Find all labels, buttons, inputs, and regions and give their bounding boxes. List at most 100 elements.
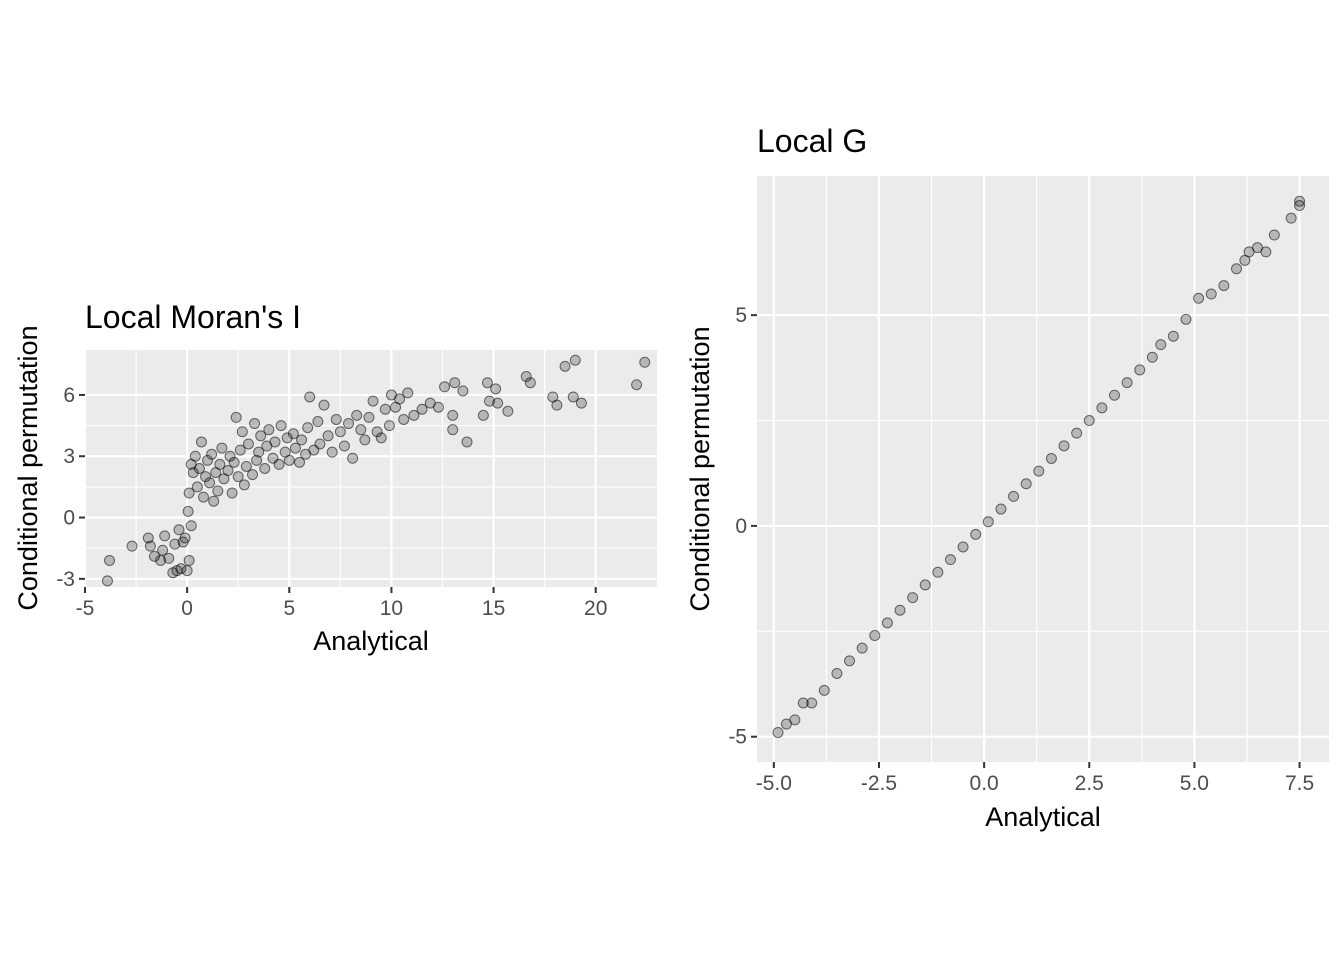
moran-minor-grid [85, 350, 657, 587]
moran-data-point [398, 413, 410, 425]
moran-data-point [520, 371, 532, 383]
moran-data-point [216, 442, 228, 454]
local-g-data-point [869, 630, 881, 642]
moran-data-point [338, 440, 350, 452]
local-g-data-point [1058, 440, 1070, 452]
moran-x-axis-title: Analytical [313, 626, 429, 656]
moran-data-point [101, 575, 113, 587]
local-g-data-point [1146, 351, 1158, 363]
local-g-data-point [894, 604, 906, 616]
moran-data-point [251, 454, 263, 466]
moran-x-tick-label: 5 [283, 597, 295, 620]
moran-data-point [439, 381, 451, 393]
moran-data-point [238, 479, 250, 491]
local-g-chart-title: Local G [757, 123, 867, 159]
local-g-data-point [1294, 200, 1306, 212]
local-g-y-tick-label: -5 [728, 726, 747, 749]
moran-data-point [204, 477, 216, 489]
local-g-data-point [944, 554, 956, 566]
local-g-data-point [1268, 229, 1280, 241]
moran-data-point [559, 360, 571, 372]
local-g-y-axis-title: Conditional permutation [685, 326, 715, 611]
local-g-points [772, 195, 1306, 738]
moran-data-point [447, 409, 459, 421]
moran-data-point [363, 411, 375, 423]
local-g-x-tick-label: 5.0 [1180, 772, 1209, 795]
moran-data-point [314, 438, 326, 450]
moran-data-point [551, 399, 563, 411]
local-g-data-point [1033, 465, 1045, 477]
moran-data-point [200, 471, 212, 483]
moran-x-tick-label: 15 [482, 597, 505, 620]
moran-y-axis-title: Conditional permutation [13, 325, 43, 610]
moran-data-point [326, 446, 338, 458]
moran-chart: Local Moran's I -5 0 5 10 15 20 -3 0 3 6 Analytic… [13, 299, 657, 656]
moran-data-point [189, 450, 201, 462]
local-g-data-point [1008, 490, 1020, 502]
local-g-data-point [919, 579, 931, 591]
moran-x-tick-label: 0 [181, 597, 193, 620]
moran-y-tick-label: 6 [63, 384, 75, 407]
local-g-data-point [932, 566, 944, 578]
moran-points [101, 354, 651, 587]
moran-data-point [249, 418, 261, 430]
moran-data-point [375, 432, 387, 444]
moran-major-grid [83, 350, 657, 587]
moran-data-point [226, 487, 238, 499]
moran-data-point [432, 401, 444, 413]
moran-plot-panel [85, 350, 657, 587]
local-g-data-point [797, 697, 809, 709]
moran-x-tick-label: 10 [380, 597, 403, 620]
moran-data-point [367, 395, 379, 407]
moran-data-point [142, 532, 154, 544]
moran-data-point [163, 552, 175, 564]
moran-data-point [191, 481, 203, 493]
local-g-major-grid [757, 176, 1329, 762]
local-g-data-point [881, 617, 893, 629]
moran-data-point [283, 454, 295, 466]
moran-data-point [477, 409, 489, 421]
moran-data-point [183, 554, 195, 566]
local-g-data-point [1180, 313, 1192, 325]
moran-data-point [212, 485, 224, 497]
local-g-data-point [1045, 452, 1057, 464]
moran-data-point [322, 430, 334, 442]
moran-data-point [334, 426, 346, 438]
moran-data-point [302, 422, 314, 434]
moran-data-point [402, 387, 414, 399]
moran-data-point [492, 397, 504, 409]
moran-data-point [294, 456, 305, 468]
local-g-data-point [1193, 292, 1205, 304]
moran-data-point [179, 532, 191, 544]
moran-data-point [182, 505, 194, 517]
moran-data-point [240, 460, 252, 472]
moran-data-point [214, 458, 226, 470]
moran-data-point [347, 452, 359, 464]
moran-data-point [247, 469, 259, 481]
moran-data-point [408, 409, 420, 421]
moran-data-point [202, 454, 214, 466]
moran-data-point [222, 465, 234, 477]
local-g-data-point [1205, 288, 1217, 300]
moran-data-point [273, 458, 285, 470]
moran-data-point [234, 444, 246, 456]
moran-data-point [287, 428, 299, 440]
moran-data-point [481, 377, 493, 389]
moran-data-point [483, 395, 495, 407]
moran-data-point [447, 424, 459, 436]
local-g-data-point [1294, 195, 1306, 207]
local-g-data-point [1109, 389, 1120, 401]
moran-data-point [259, 463, 271, 474]
moran-data-point [639, 356, 651, 368]
moran-data-point [181, 565, 193, 577]
moran-data-point [312, 416, 324, 428]
moran-data-point [318, 399, 330, 411]
moran-chart-title: Local Moran's I [85, 299, 301, 335]
moran-data-point [457, 385, 469, 397]
moran-data-point [575, 397, 587, 409]
moran-data-point [183, 487, 195, 499]
local-g-data-point [1230, 263, 1242, 275]
moran-data-point [206, 448, 218, 460]
local-g-data-point [1134, 364, 1146, 376]
local-g-data-point [957, 541, 969, 553]
